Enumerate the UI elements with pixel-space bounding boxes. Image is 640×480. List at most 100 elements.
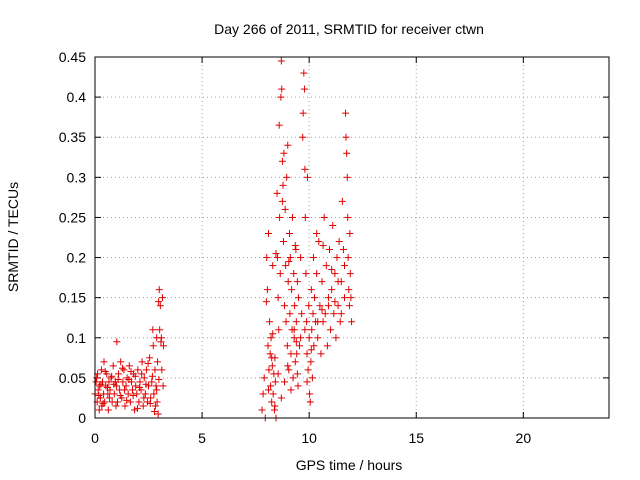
data-point [272,250,280,258]
data-point [304,366,312,374]
data-point [142,366,150,374]
data-point [310,342,318,350]
data-point [125,362,133,370]
data-point [126,398,134,406]
data-point [308,374,316,382]
data-point [336,318,344,326]
data-point [278,157,286,165]
data-point [277,93,285,101]
data-point [284,278,292,286]
data-point [95,406,103,414]
data-point [122,382,130,390]
data-point [106,394,114,402]
data-point [278,85,286,93]
data-point [330,310,338,318]
data-point [305,302,313,310]
data-point [268,362,276,370]
data-point [300,69,308,77]
data-point [151,402,159,410]
data-point [285,229,293,237]
data-point [309,254,317,262]
data-point [266,350,274,358]
data-point [102,382,110,390]
data-point [317,350,325,358]
data-point [264,342,272,350]
axis-ticks [94,56,609,419]
data-point [274,370,282,378]
data-point [99,400,107,408]
data-points [91,57,356,422]
data-point [288,286,296,294]
data-point [303,173,311,181]
data-point [101,367,109,375]
data-point [285,258,293,266]
data-point [338,197,346,205]
data-point [283,173,291,181]
data-point [281,302,289,310]
data-point [327,326,335,334]
data-point [273,254,281,262]
data-point [302,270,310,278]
data-point [329,221,337,229]
data-point [299,109,307,117]
data-point [267,334,275,342]
data-point [268,354,276,362]
data-point [332,334,340,342]
data-point [269,330,277,338]
data-point [120,366,128,374]
data-point [276,270,284,278]
data-point [264,229,272,237]
data-point [293,278,301,286]
data-point [263,254,271,262]
x-tick-label: 10 [301,430,317,446]
data-point [159,382,167,390]
data-point [118,364,126,372]
data-point [95,392,103,400]
data-point [296,342,304,350]
data-point [139,402,147,410]
data-point [306,398,314,406]
data-point [281,205,289,213]
data-point [148,378,156,386]
data-point [288,213,296,221]
data-point [315,238,323,246]
data-point [153,398,161,406]
x-tick-label: 0 [91,430,99,446]
data-point [101,398,109,406]
data-point [319,242,327,250]
data-point [138,370,146,378]
data-point [133,404,141,412]
data-point [345,286,353,294]
data-point [156,326,164,334]
data-point [293,370,301,378]
data-point [303,350,311,358]
data-point [274,294,282,302]
data-point [283,342,291,350]
data-point [337,310,345,318]
y-tick-label: 0.1 [67,330,87,346]
data-point [266,318,274,326]
data-point [290,334,298,342]
y-tick-label: 0.15 [59,290,86,306]
data-point [129,392,137,400]
data-point [123,374,131,382]
x-tick-label: 15 [408,430,424,446]
data-point [322,262,330,270]
data-point [318,278,326,286]
plot-frame [94,56,610,419]
data-point [121,402,129,410]
data-point [321,310,329,318]
data-point [141,390,149,398]
data-point [311,294,319,302]
data-point [291,302,299,310]
y-tick-label: 0.05 [59,370,86,386]
data-point [301,165,309,173]
data-point [314,318,322,326]
data-point [307,286,315,294]
data-point [285,366,293,374]
data-point [299,133,307,141]
data-point [334,278,342,286]
data-point [138,358,146,366]
data-point [160,342,168,350]
data-point [104,390,112,398]
